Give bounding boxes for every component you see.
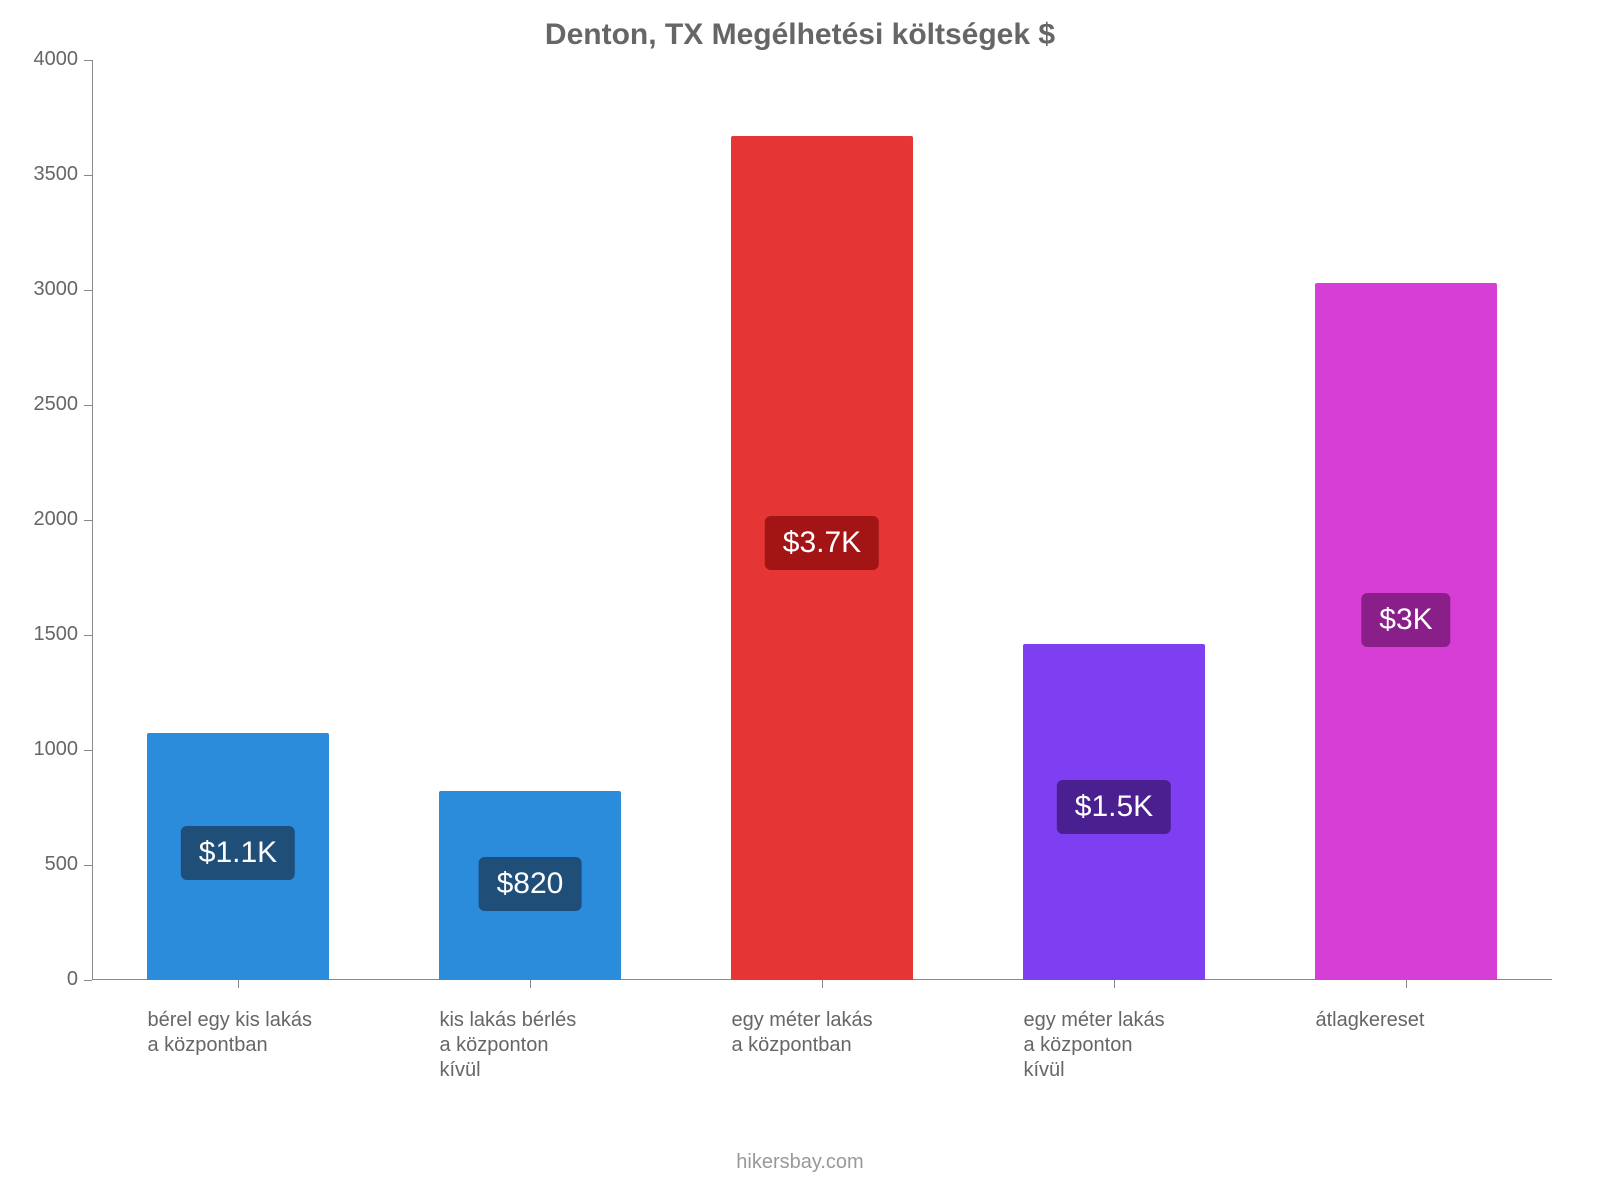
y-tick-mark — [84, 175, 92, 176]
y-tick-mark — [84, 405, 92, 406]
y-tick-mark — [84, 290, 92, 291]
chart-title: Denton, TX Megélhetési költségek $ — [0, 18, 1600, 52]
bar-value-label: $1.1K — [181, 826, 295, 880]
x-category-label: egy méter lakás a központon kívül — [1023, 1008, 1244, 1083]
credit-text: hikersbay.com — [0, 1151, 1600, 1174]
bar-value-label: $3K — [1361, 593, 1450, 647]
x-tick-mark — [530, 980, 531, 988]
cost-of-living-chart: Denton, TX Megélhetési költségek $ 05001… — [0, 0, 1600, 1200]
y-tick-mark — [84, 980, 92, 981]
y-tick-mark — [84, 865, 92, 866]
y-tick-label: 1500 — [8, 623, 78, 646]
y-tick-mark — [84, 750, 92, 751]
plot-area: 05001000150020002500300035004000 $1.1K$8… — [92, 60, 1552, 980]
y-tick-mark — [84, 635, 92, 636]
x-tick-mark — [238, 980, 239, 988]
x-category-label: átlagkereset — [1315, 1008, 1536, 1033]
bar-value-label: $820 — [479, 857, 582, 911]
y-tick-label: 3000 — [8, 278, 78, 301]
y-tick-mark — [84, 60, 92, 61]
x-tick-mark — [1406, 980, 1407, 988]
y-axis-line — [92, 60, 93, 980]
x-tick-mark — [1114, 980, 1115, 988]
y-tick-label: 1000 — [8, 738, 78, 761]
y-tick-mark — [84, 520, 92, 521]
x-category-label: kis lakás bérlés a központon kívül — [439, 1008, 660, 1083]
x-category-label: bérel egy kis lakás a központban — [147, 1008, 368, 1058]
x-tick-mark — [822, 980, 823, 988]
bar-value-label: $3.7K — [765, 516, 879, 570]
y-tick-label: 2000 — [8, 508, 78, 531]
y-tick-label: 500 — [8, 853, 78, 876]
y-tick-label: 0 — [8, 968, 78, 991]
x-category-label: egy méter lakás a központban — [731, 1008, 952, 1058]
bar-value-label: $1.5K — [1057, 780, 1171, 834]
y-tick-label: 4000 — [8, 48, 78, 71]
y-tick-label: 3500 — [8, 163, 78, 186]
y-tick-label: 2500 — [8, 393, 78, 416]
